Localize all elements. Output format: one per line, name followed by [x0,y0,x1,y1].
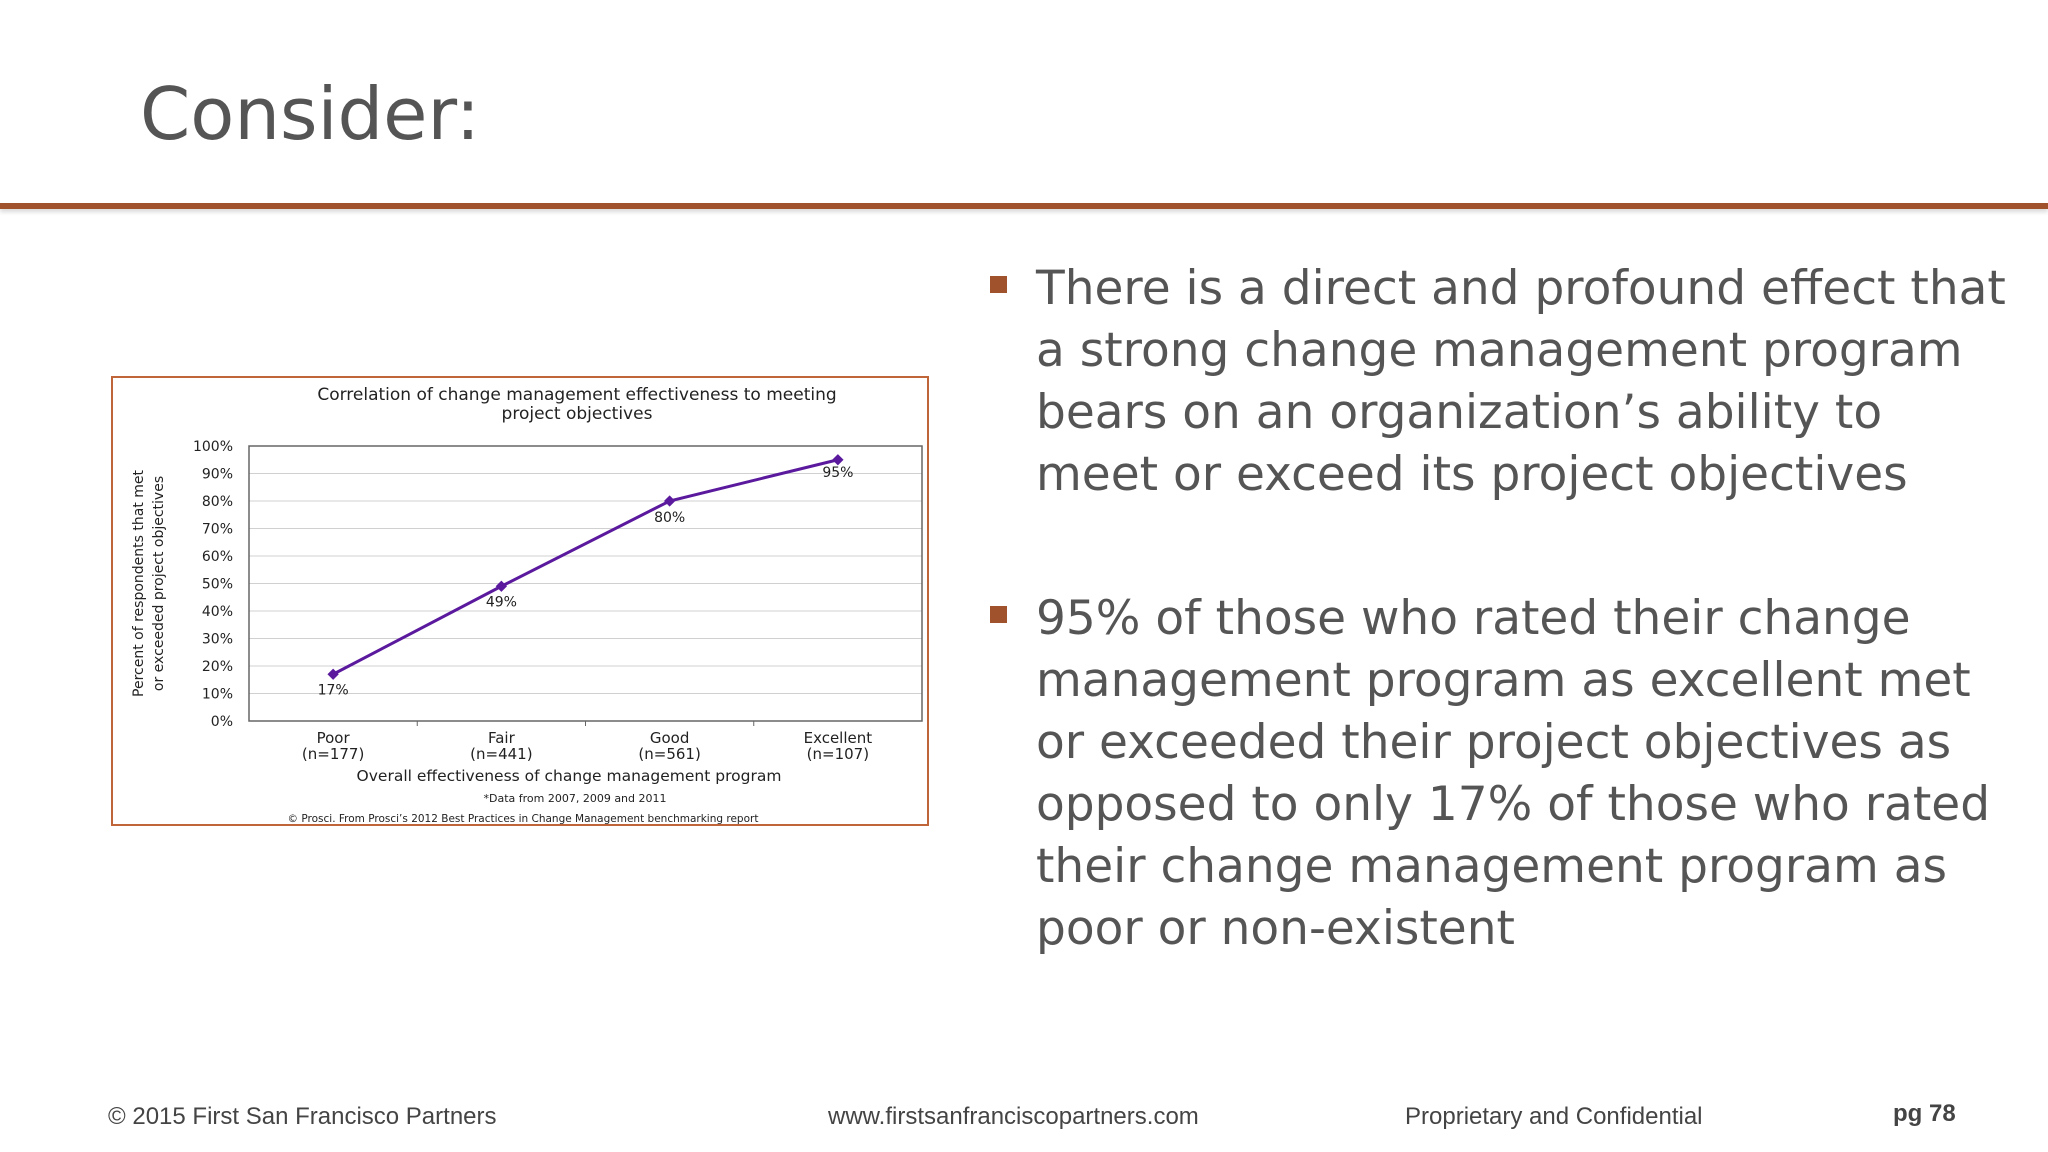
chart-title-line: project objectives [502,404,653,424]
line-chart: Correlation of change management effecti… [131,385,923,825]
data-label: 80% [654,510,685,526]
footer-copyright: © 2015 First San Francisco Partners [108,1103,497,1130]
chart-footnote: *Data from 2007, 2009 and 2011 [483,792,666,805]
footer-confidential: Proprietary and Confidential [1405,1103,1703,1130]
chart-source: © Prosci. From Prosci’s 2012 Best Practi… [288,813,759,825]
bullet-text: There is a direct and profound effect th… [1036,261,2006,502]
x-tick-label: Fair [488,729,516,747]
chart-title-line: Correlation of change management effecti… [317,385,836,405]
x-tick-label: Excellent [804,729,873,747]
y-tick-label: 60% [202,549,233,565]
y-tick-label: 20% [202,659,233,675]
y-tick-label: 100% [193,439,233,455]
chart-figure: Correlation of change management effecti… [111,376,929,826]
x-tick-label: (n=561) [638,745,700,763]
y-axis-label: or exceeded project objectives [151,476,167,691]
x-tick-label: (n=107) [807,745,869,763]
x-axis-label: Overall effectiveness of change manageme… [357,767,782,785]
data-label: 49% [486,594,517,610]
y-tick-label: 50% [202,577,233,593]
y-tick-label: 0% [211,714,233,730]
series-line [332,458,839,676]
y-tick-label: 40% [202,604,233,620]
bullet-text: 95% of those who rated their change mana… [1036,591,1991,956]
y-tick-label: 10% [202,687,233,703]
data-point [663,495,676,507]
data-point [832,454,844,466]
title-divider [0,203,2048,209]
x-tick-label: (n=441) [470,745,532,763]
data-label: 17% [318,682,349,698]
bullet-list: There is a direct and profound effect th… [988,258,2018,1042]
bullet-item: There is a direct and profound effect th… [988,258,2018,506]
y-tick-label: 80% [202,494,233,510]
y-tick-label: 70% [202,522,233,538]
slide-title: Consider: [140,72,481,156]
square-bullet-icon [990,276,1007,293]
square-bullet-icon [990,606,1007,623]
x-tick-label: (n=177) [302,745,364,763]
data-point [495,580,508,592]
bullet-item: 95% of those who rated their change mana… [988,588,2018,960]
y-tick-label: 30% [202,632,233,648]
data-label: 95% [822,465,853,481]
data-point [327,668,339,680]
x-tick-label: Good [650,729,690,747]
footer-url: www.firstsanfranciscopartners.com [828,1103,1199,1130]
y-tick-label: 90% [202,467,233,483]
y-axis-label: Percent of respondents that met [131,470,147,697]
x-tick-label: Poor [317,729,351,747]
page-number: pg 78 [1893,1100,1956,1127]
